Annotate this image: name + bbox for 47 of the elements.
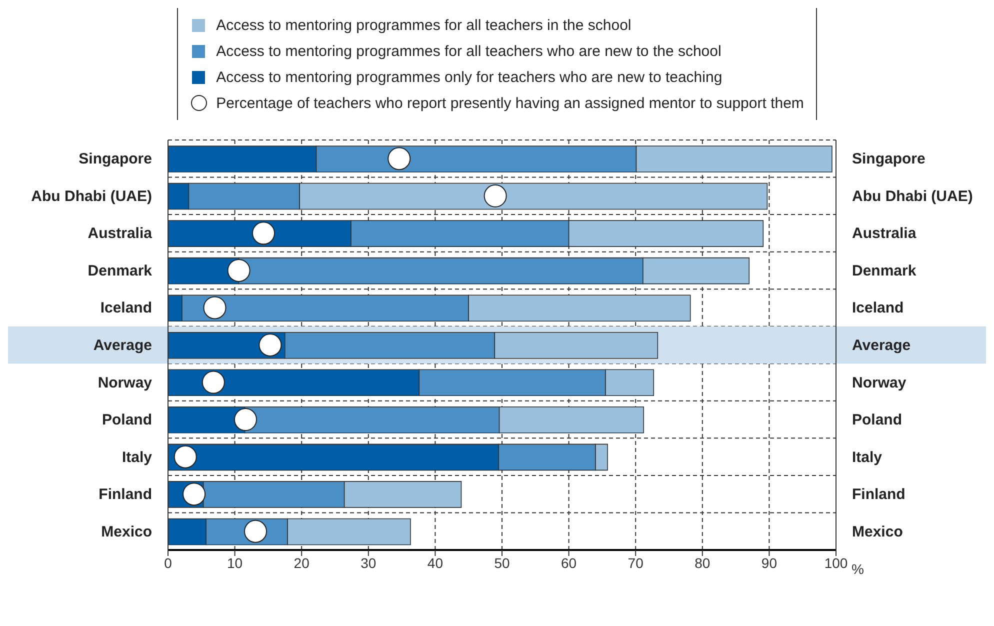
y-tick-label: Poland	[102, 412, 152, 429]
y-tick-label: Iceland	[100, 300, 152, 317]
category-label: Norway	[852, 374, 906, 392]
category-label: Iceland	[852, 300, 904, 317]
x-tick-label: 40	[427, 554, 444, 571]
point	[484, 184, 507, 208]
category-label: Abu Dhabi (UAE)	[852, 188, 973, 205]
point	[234, 408, 257, 432]
x-tick-label: 90	[761, 554, 778, 571]
x-tick-label: 20	[294, 554, 310, 571]
y-tick-label: Abu Dhabi (UAE)	[31, 188, 152, 205]
point	[388, 147, 411, 170]
category-label: Denmark	[852, 262, 916, 280]
category-label: Australia	[852, 225, 916, 242]
y-tick-label: Finland	[98, 486, 152, 504]
x-tick-label: 50	[494, 554, 510, 571]
point	[174, 445, 197, 468]
point	[202, 370, 225, 394]
category-label: Singapore	[852, 150, 926, 168]
y-tick-label: Average	[93, 337, 152, 354]
y-tick-label: Norway	[98, 374, 153, 392]
legend-label: Access to mentoring programmes only for teachers who are new to teaching	[216, 68, 722, 86]
x-tick-label: 80	[694, 554, 710, 571]
y-tick-label: Australia	[88, 225, 153, 242]
y-tick-label: Italy	[122, 448, 153, 466]
legend-label: Percentage of teachers who report presently having an assigned mentor to support them	[216, 94, 804, 112]
legend-label: Access to mentoring programmes for all teachers who are new to the school	[216, 42, 722, 60]
point	[227, 258, 250, 282]
category-label: Mexico	[852, 523, 903, 540]
y-tick-label: Singapore	[78, 150, 152, 168]
x-tick-label: 100	[824, 554, 848, 571]
legend-label: Access to mentoring programmes for all teachers in the school	[216, 16, 632, 34]
x-axis-title: %	[852, 561, 864, 577]
x-tick-label: 10	[227, 554, 243, 571]
point	[252, 222, 276, 245]
x-tick-label: 60	[561, 554, 577, 571]
y-tick-label: Mexico	[101, 523, 152, 540]
text: Average	[852, 337, 911, 354]
x-tick-label: 70	[628, 554, 644, 571]
category-label: Italy	[852, 448, 882, 466]
x-tick-label: 0	[164, 554, 172, 571]
point	[203, 296, 226, 320]
x-tick-label: 30	[360, 554, 376, 571]
point	[258, 334, 282, 356]
category-label: Finland	[852, 486, 906, 504]
category-label: Poland	[852, 412, 902, 429]
y-tick-label: Denmark	[88, 262, 153, 280]
